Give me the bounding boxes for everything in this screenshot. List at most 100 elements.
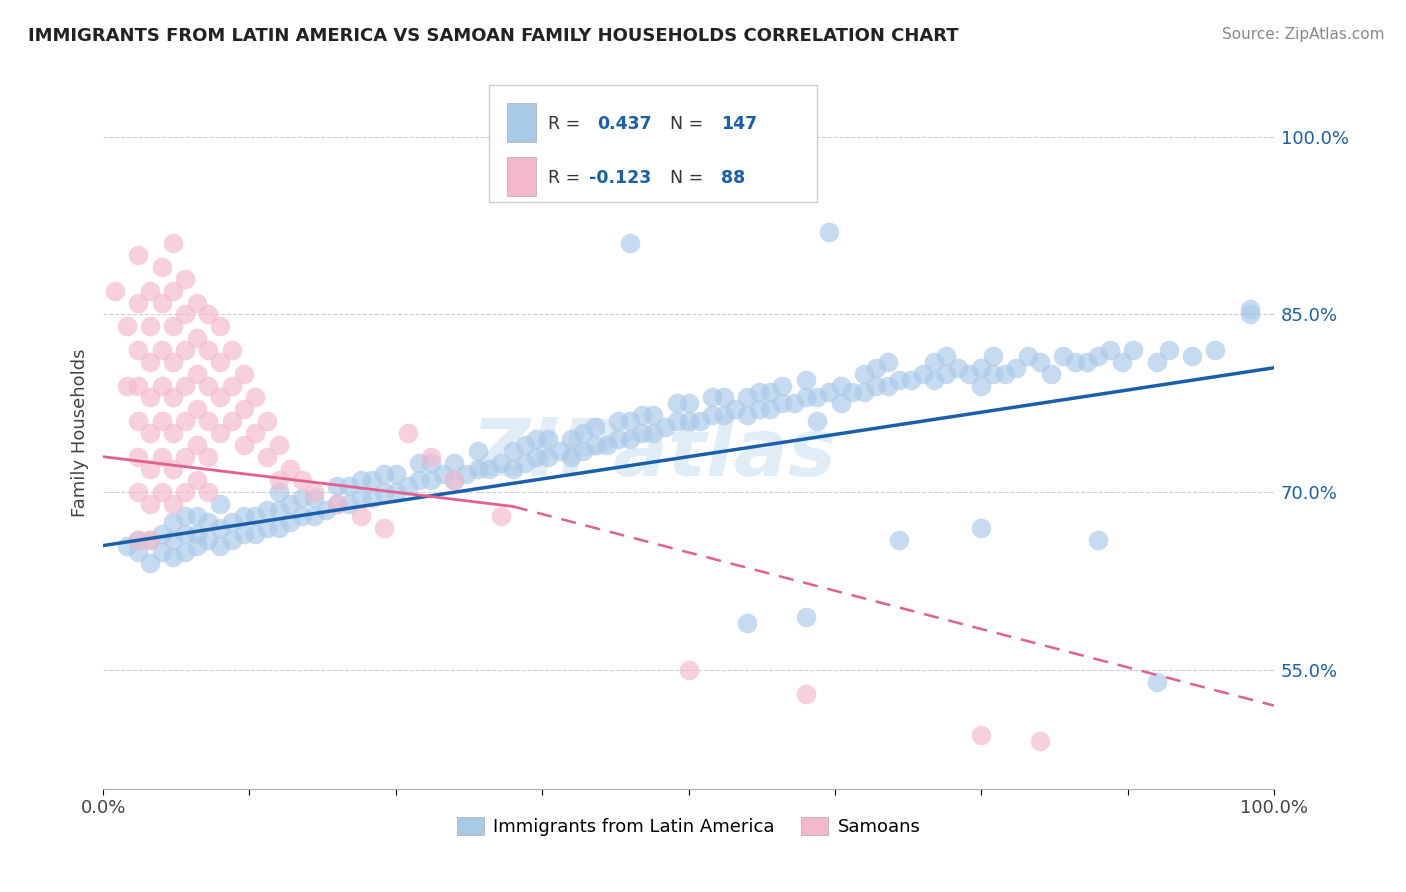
Point [221, 515, 243, 529]
Point [735, 615, 758, 630]
Point [419, 474, 441, 488]
Point [630, 408, 652, 422]
Point [1239, 308, 1261, 322]
Point [853, 384, 876, 399]
Point [1087, 533, 1109, 547]
Point [209, 391, 232, 405]
Point [162, 391, 184, 405]
Point [127, 533, 149, 547]
Point [197, 378, 219, 392]
Point [876, 378, 898, 392]
Point [350, 491, 373, 505]
Point [127, 544, 149, 558]
Point [735, 408, 758, 422]
Point [174, 485, 197, 500]
Text: -0.123: -0.123 [589, 169, 651, 187]
Point [806, 391, 828, 405]
Point [221, 378, 243, 392]
Point [162, 425, 184, 440]
Point [197, 515, 219, 529]
Point [1063, 355, 1085, 369]
Point [174, 544, 197, 558]
Bar [508, 157, 536, 196]
Point [326, 479, 349, 493]
Point [970, 378, 993, 392]
Point [361, 474, 384, 488]
Point [1122, 343, 1144, 357]
Point [467, 443, 489, 458]
Point [1111, 355, 1133, 369]
Y-axis label: Family Households: Family Households [72, 349, 89, 517]
Point [197, 308, 219, 322]
Point [630, 425, 652, 440]
Point [186, 508, 208, 523]
Point [221, 533, 243, 547]
Point [256, 521, 278, 535]
Point [713, 408, 735, 422]
Point [115, 378, 138, 392]
Point [1239, 301, 1261, 316]
Point [139, 533, 162, 547]
Point [794, 373, 817, 387]
Point [150, 414, 173, 428]
Point [232, 402, 254, 417]
Point [735, 391, 758, 405]
Point [502, 461, 524, 475]
Point [419, 450, 441, 464]
Point [197, 343, 219, 357]
Point [280, 461, 302, 475]
Point [607, 432, 630, 446]
Point [245, 508, 267, 523]
Point [1146, 674, 1168, 689]
Point [139, 497, 162, 511]
Point [513, 456, 536, 470]
Point [1040, 367, 1063, 381]
Point [174, 378, 197, 392]
Point [162, 319, 184, 334]
Point [759, 402, 782, 417]
Point [337, 479, 360, 493]
Point [1017, 349, 1039, 363]
Point [139, 355, 162, 369]
Point [139, 319, 162, 334]
Point [841, 384, 863, 399]
Point [946, 360, 969, 375]
Point [174, 272, 197, 286]
Point [256, 450, 278, 464]
Point [502, 443, 524, 458]
Point [139, 425, 162, 440]
Point [174, 308, 197, 322]
Point [665, 396, 688, 410]
Point [174, 508, 197, 523]
Text: N =: N = [669, 169, 709, 187]
Point [678, 396, 700, 410]
Point [139, 284, 162, 298]
Point [1087, 349, 1109, 363]
Point [150, 378, 173, 392]
Point [770, 378, 793, 392]
Text: R =: R = [548, 169, 586, 187]
Point [1181, 349, 1204, 363]
Point [689, 414, 711, 428]
Point [139, 391, 162, 405]
Point [865, 378, 887, 392]
Point [970, 360, 993, 375]
Point [291, 474, 314, 488]
Text: 147: 147 [721, 115, 758, 134]
Point [489, 508, 512, 523]
Point [408, 474, 430, 488]
Point [748, 402, 770, 417]
Point [678, 663, 700, 677]
Point [607, 414, 630, 428]
Text: Source: ZipAtlas.com: Source: ZipAtlas.com [1222, 27, 1385, 42]
Point [419, 456, 441, 470]
Point [911, 367, 934, 381]
Bar [508, 103, 536, 142]
Point [759, 384, 782, 399]
Point [174, 526, 197, 541]
Point [583, 420, 606, 434]
Point [245, 526, 267, 541]
Point [818, 225, 841, 239]
Point [162, 533, 184, 547]
Point [830, 396, 852, 410]
